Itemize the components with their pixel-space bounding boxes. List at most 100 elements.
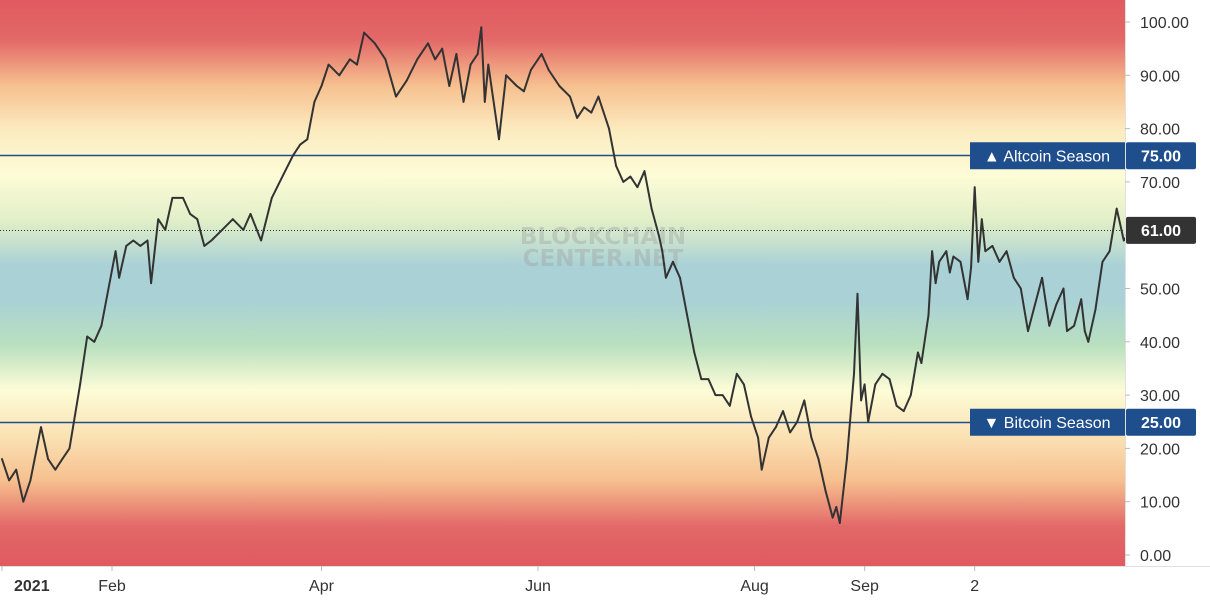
data-point	[79, 383, 81, 386]
data-point	[373, 42, 376, 45]
data-point	[86, 335, 89, 338]
current-value-label: 61.00	[1141, 223, 1181, 240]
data-point	[498, 138, 500, 141]
data-point	[835, 506, 838, 508]
data-point	[1094, 308, 1097, 311]
data-point	[931, 250, 933, 253]
data-point	[249, 213, 252, 215]
data-point	[242, 229, 245, 231]
data-point	[945, 250, 948, 253]
data-point	[583, 106, 586, 109]
data-point	[948, 271, 951, 274]
data-point	[93, 340, 96, 343]
data-point	[917, 351, 919, 354]
current-value-box	[1126, 216, 1196, 244]
data-point	[327, 63, 330, 66]
data-point	[469, 63, 472, 66]
data-point	[629, 175, 632, 178]
data-point	[846, 458, 848, 460]
data-point	[735, 372, 738, 375]
data-point	[608, 127, 610, 130]
data-point	[760, 468, 763, 471]
data-point	[856, 292, 859, 295]
data-point	[221, 229, 224, 231]
time-axis	[0, 566, 1210, 608]
data-point	[22, 500, 25, 503]
data-point	[902, 410, 905, 412]
data-point	[775, 426, 777, 428]
data-point	[356, 63, 358, 66]
data-point	[476, 53, 479, 55]
data-point	[416, 58, 419, 61]
data-point	[164, 229, 167, 231]
data-point	[743, 383, 745, 386]
y-tick-label: 30.00	[1140, 388, 1180, 405]
reference-value-label-0: 75.00	[1141, 148, 1181, 165]
x-tick-label: Sep	[850, 578, 879, 595]
data-point	[299, 143, 302, 146]
data-point	[597, 95, 600, 98]
y-tick-label: 80.00	[1140, 122, 1180, 139]
data-point	[210, 239, 213, 242]
data-point	[118, 276, 120, 279]
data-point	[757, 436, 759, 439]
data-point	[991, 245, 994, 247]
x-tick-labels: 2021 Feb Apr Jun Aug Sep 2	[1, 566, 979, 595]
data-point	[203, 245, 206, 247]
data-point	[448, 85, 451, 87]
data-point	[569, 95, 571, 98]
data-point	[15, 468, 18, 471]
data-point	[966, 298, 969, 301]
data-point	[895, 404, 898, 407]
data-point	[157, 218, 160, 221]
data-point	[515, 85, 518, 87]
data-point	[980, 218, 983, 221]
data-point	[1005, 250, 1008, 253]
data-point	[863, 383, 866, 386]
data-point	[938, 260, 941, 263]
x-tick-label: Feb	[98, 578, 126, 595]
data-point	[363, 31, 365, 34]
y-tick-labels: 0.0010.0020.0030.0040.0050.0060.0070.008…	[1125, 15, 1189, 565]
data-point	[405, 79, 408, 82]
data-point	[789, 431, 791, 434]
data-point	[1019, 287, 1022, 290]
data-point	[1012, 276, 1015, 279]
y-tick-label: 100.00	[1140, 15, 1189, 32]
data-point	[29, 479, 32, 482]
data-point	[874, 383, 877, 386]
time-axis-background	[0, 566, 1210, 608]
data-point	[1115, 207, 1118, 210]
data-point	[909, 394, 912, 396]
x-tick-label: 2	[970, 578, 979, 595]
data-point	[1087, 340, 1090, 343]
data-point	[1108, 250, 1111, 253]
data-point	[455, 53, 458, 55]
data-point	[441, 47, 444, 50]
data-point	[530, 69, 532, 71]
data-point	[1, 458, 3, 460]
y-tick-label: 40.00	[1140, 335, 1180, 352]
data-point	[672, 260, 674, 263]
data-point	[824, 490, 827, 492]
reference-tag-box-0	[970, 142, 1125, 170]
data-point	[679, 276, 681, 279]
data-point	[182, 197, 184, 199]
reference-tag-box-1	[970, 408, 1125, 436]
data-point	[349, 58, 351, 61]
data-point	[888, 378, 891, 380]
data-point	[615, 165, 617, 167]
data-point	[796, 420, 799, 423]
data-point	[782, 410, 784, 412]
data-point	[434, 58, 436, 61]
data-point	[483, 101, 486, 103]
data-point	[47, 458, 49, 460]
data-point	[934, 282, 937, 285]
data-point	[547, 69, 550, 71]
data-point	[1055, 303, 1058, 306]
data-point	[260, 239, 262, 242]
data-point	[523, 90, 525, 93]
data-point	[838, 522, 841, 524]
data-point	[427, 42, 429, 45]
